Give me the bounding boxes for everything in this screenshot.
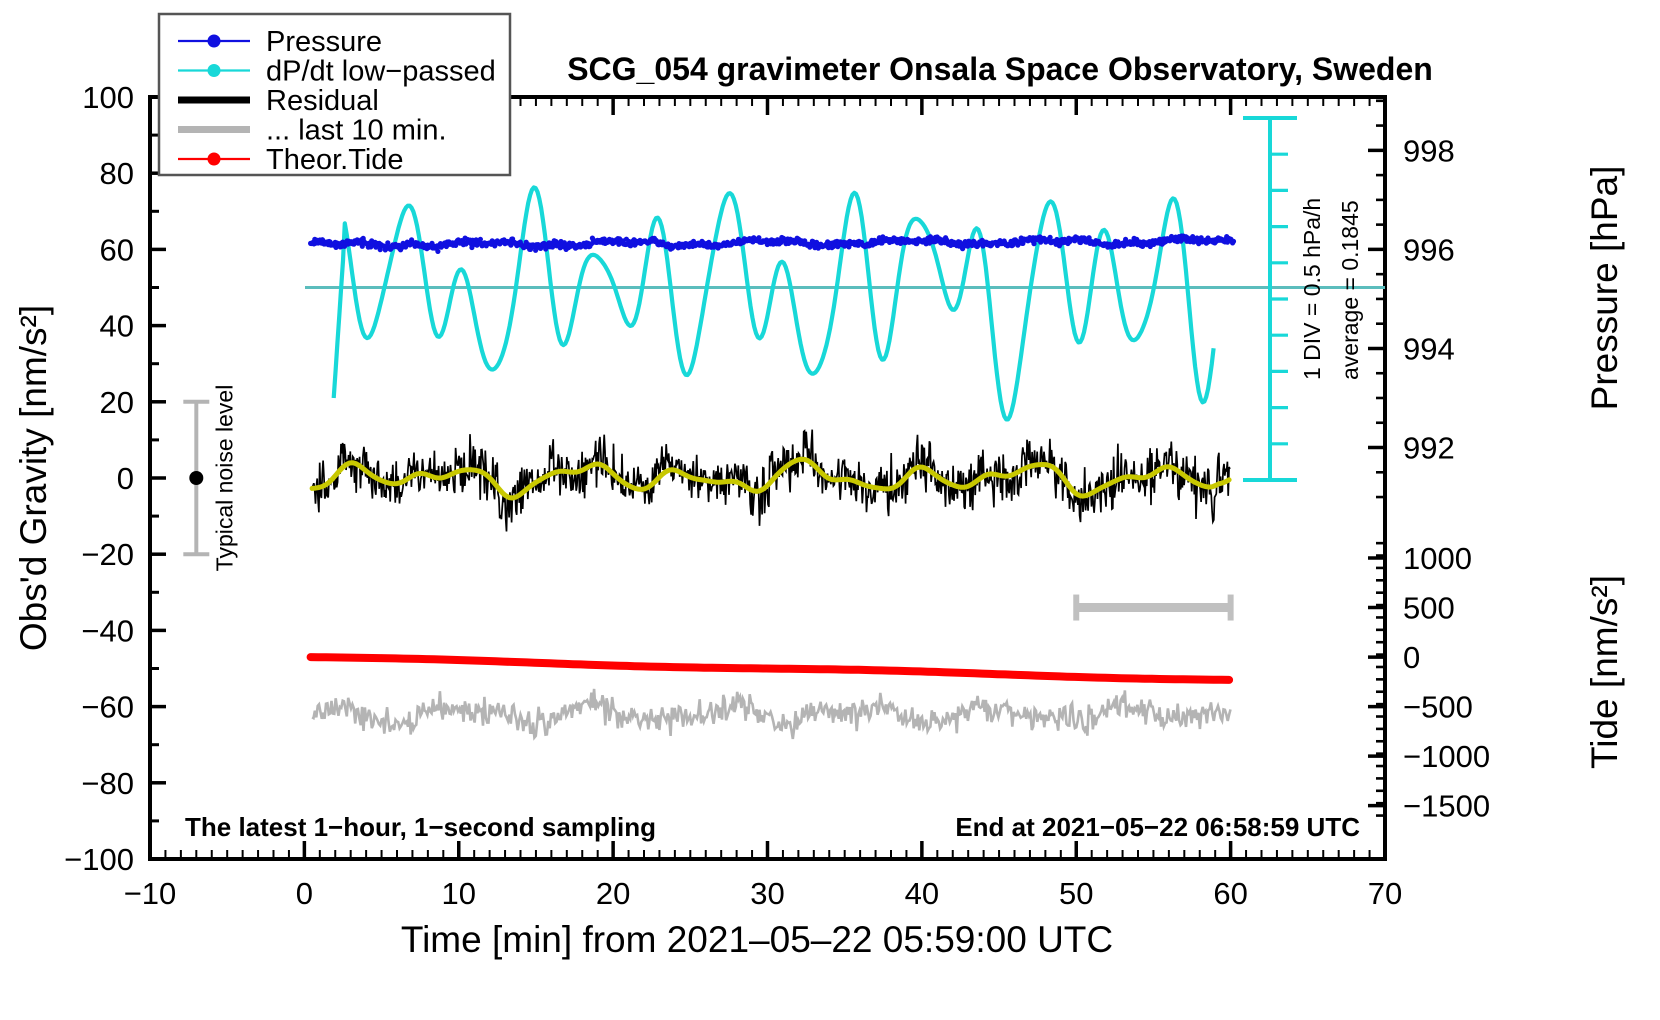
legend-item-label: ... last 10 min.	[266, 115, 447, 147]
x-tick-label-8: 70	[1368, 876, 1402, 911]
y-tick-label-2: 60	[100, 232, 134, 267]
tide-tick-label-4: −1000	[1403, 739, 1490, 774]
x-tick-label-3: 20	[596, 876, 630, 911]
tide-tick-label-3: −500	[1403, 690, 1473, 725]
legend-item-4[interactable]: Theor.Tide	[178, 144, 404, 176]
x-tick-label-0: −10	[124, 876, 177, 911]
y-tick-label-8: −60	[81, 690, 134, 725]
legend-item-label: Pressure	[266, 26, 382, 58]
legend-swatch-marker	[207, 152, 221, 166]
y-tick-label-3: 40	[100, 309, 134, 344]
legend-item-1[interactable]: dP/dt low−passed	[178, 56, 496, 88]
x-tick-label-6: 50	[1059, 876, 1093, 911]
series-pressure	[308, 233, 1237, 254]
last-10-min-span-bar	[1073, 594, 1234, 621]
y-tick-label-1: 80	[100, 156, 134, 191]
tide-tick-label-2: 0	[1403, 640, 1420, 675]
pressure-tick-label-2: 994	[1403, 331, 1455, 366]
y-axis-title-left: Obs'd Gravity [nm/s²]	[13, 305, 54, 651]
dpdt-scale-bar: 1 DIV = 0.5 hPa/h average = 0.1845	[1243, 116, 1363, 482]
pressure-tick-label-3: 992	[1403, 431, 1455, 466]
y-tick-label-9: −80	[81, 766, 134, 801]
tide-tick-label-1: 500	[1403, 591, 1455, 626]
y-tick-label-7: −40	[81, 613, 134, 648]
average-label: average = 0.1845	[1337, 200, 1363, 380]
series-dpdt-low-passed	[331, 185, 1216, 422]
typical-noise-level-marker: Typical noise level	[183, 385, 237, 572]
x-axis-title: Time [min] from 2021‒05‒22 05:59:00 UTC	[401, 919, 1113, 960]
tide-tick-label-0: 1000	[1403, 541, 1472, 576]
div-scale-label: 1 DIV = 0.5 hPa/h	[1299, 198, 1325, 380]
legend-swatch-marker	[207, 64, 221, 77]
y-tick-label-6: −20	[81, 537, 134, 572]
tide-tick-label-5: −1500	[1403, 789, 1490, 824]
series-last-10-min	[311, 688, 1232, 741]
legend-item-0[interactable]: Pressure	[178, 26, 382, 58]
y-tick-label-5: 0	[117, 461, 134, 496]
y-tick-label-10: −100	[64, 842, 134, 877]
legend-item-label: dP/dt low−passed	[266, 56, 496, 88]
legend-item-2[interactable]: Residual	[178, 85, 379, 117]
x-tick-label-4: 30	[750, 876, 784, 911]
y-axis-title-tide: Tide [nm/s²]	[1584, 575, 1625, 769]
y-axis-title-pressure: Pressure [hPa]	[1584, 166, 1625, 411]
typical-noise-level-label: Typical noise level	[211, 385, 237, 572]
legend-item-label: Theor.Tide	[266, 144, 404, 176]
y-axis-left: 100 80 60 40 20 0 −20 −40 −60 −80 −100	[64, 80, 166, 877]
pressure-tick-label-0: 998	[1403, 133, 1455, 168]
x-tick-label-5: 40	[905, 876, 939, 911]
y-tick-label-4: 20	[100, 385, 134, 420]
sampling-note: The latest 1−hour, 1−second sampling	[185, 812, 656, 842]
x-tick-label-1: 0	[296, 876, 313, 911]
x-axis: −10 0 10 20 30 40 50 60 70	[124, 97, 1402, 911]
x-tick-label-2: 10	[442, 876, 476, 911]
series-theor-tide	[306, 653, 1234, 684]
end-time-note: End at 2021−05−22 06:58:59 UTC	[955, 812, 1360, 842]
minor-ticks	[164, 97, 1371, 859]
y-axis-pressure: 998 996 994 992	[1368, 99, 1455, 499]
legend-item-label: Residual	[266, 85, 379, 117]
legend-item-3[interactable]: ... last 10 min.	[178, 115, 447, 147]
y-tick-label-0: 100	[82, 80, 134, 115]
pressure-tick-label-1: 996	[1403, 232, 1455, 267]
chart-title: SCG_054 gravimeter Onsala Space Observat…	[567, 51, 1433, 87]
y-axis-tide: 1000 500 0 −500 −1000 −1500	[1368, 541, 1490, 824]
x-tick-label-7: 60	[1213, 876, 1247, 911]
series-residual-smoothed	[309, 456, 1232, 501]
legend-swatch-marker	[207, 34, 221, 48]
